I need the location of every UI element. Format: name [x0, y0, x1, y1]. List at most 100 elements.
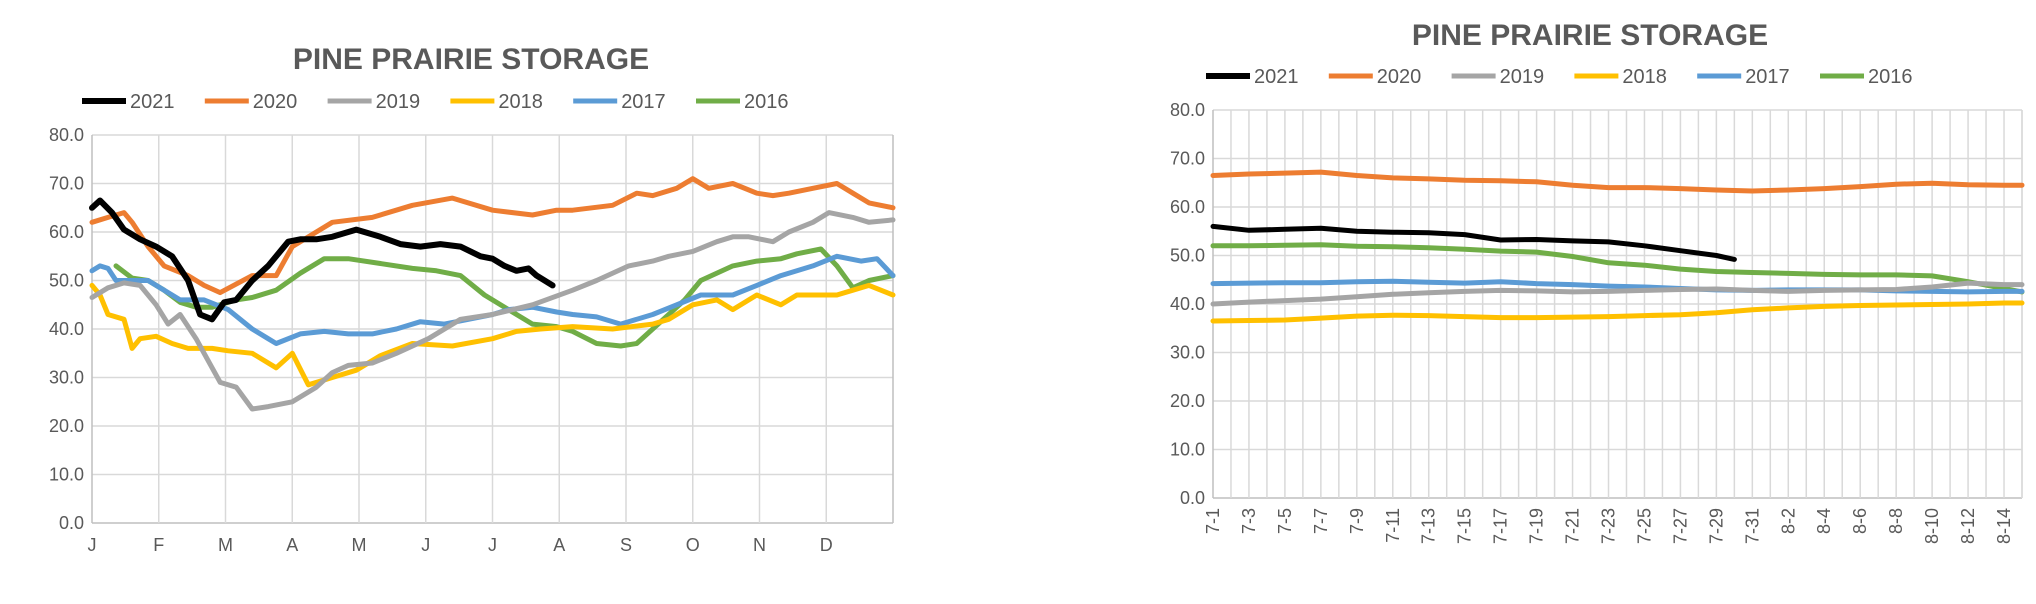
series-line-2018	[1210, 300, 2025, 324]
x-tick-label: A	[553, 535, 565, 555]
series-line-2018	[89, 282, 896, 388]
x-tick-label: S	[620, 535, 632, 555]
series-line-2016	[1210, 242, 2025, 295]
x-tick-label: 7-17	[1491, 508, 1511, 544]
x-tick-label: D	[820, 535, 833, 555]
summer-storage-chart: PINE PRAIRIE STORAGE 2021 2020 2019 2018 201…	[1170, 19, 2025, 544]
x-tick-label: M	[218, 535, 233, 555]
legend-label: 2016	[1868, 66, 1913, 88]
y-tick-label: 40.0	[49, 319, 84, 339]
x-tick-label: 8-2	[1778, 508, 1798, 534]
x-tick-label: 7-15	[1455, 508, 1475, 544]
series-line-2019	[1210, 280, 2025, 307]
series-line-2020	[1210, 169, 2025, 194]
legend-label: 2020	[1377, 66, 1422, 88]
legend-item-2020: 2020	[204, 91, 297, 113]
x-tick-label: J	[421, 535, 430, 555]
x-tick-label: 7-1	[1203, 508, 1223, 534]
y-tick-label: 40.0	[1170, 294, 1205, 314]
x-tick-label: J	[488, 535, 497, 555]
x-tick-label: 7-31	[1742, 508, 1762, 544]
chart-series	[1210, 169, 2025, 324]
x-tick-label: 7-27	[1670, 508, 1690, 544]
y-tick-label: 10.0	[1170, 440, 1205, 460]
x-tick-label: 8-6	[1850, 508, 1870, 534]
y-axis-ticks: 0.0 10.0 20.0 30.0 40.0 50.0 60.0 70.0 80.0	[1170, 100, 1205, 508]
legend-item-2016: 2016	[696, 91, 789, 113]
y-tick-label: 60.0	[1170, 197, 1205, 217]
y-tick-label: 0.0	[1180, 488, 1205, 508]
x-tick-label: A	[286, 535, 298, 555]
x-tick-label: 7-25	[1634, 508, 1654, 544]
x-tick-label: 7-21	[1563, 508, 1583, 544]
x-tick-label: F	[153, 535, 164, 555]
chart-series	[89, 176, 896, 412]
y-axis-ticks: 0.0 10.0 20.0 30.0 40.0 50.0 60.0 70.0 80.0	[49, 125, 84, 533]
x-tick-label: J	[88, 535, 97, 555]
legend-label: 2021	[130, 91, 175, 113]
legend-label: 2019	[376, 91, 421, 113]
legend-item-2021: 2021	[82, 91, 175, 113]
x-tick-label: 7-5	[1275, 508, 1295, 534]
y-tick-label: 50.0	[1170, 246, 1205, 266]
legend-item-2020: 2020	[1328, 66, 1422, 88]
y-tick-label: 60.0	[49, 222, 84, 242]
series-line-2019	[89, 210, 896, 412]
chart-legend: 2021 2020 2019 2018 2017 2016	[82, 91, 789, 113]
y-tick-label: 70.0	[1170, 149, 1205, 169]
x-tick-label: 7-13	[1419, 508, 1439, 544]
annual-storage-chart: PINE PRAIRIE STORAGE 2021 2020 2019 2018 201…	[49, 43, 896, 555]
y-tick-label: 30.0	[1170, 343, 1205, 363]
x-tick-label: 7-3	[1239, 508, 1259, 534]
y-tick-label: 50.0	[49, 271, 84, 291]
x-tick-label: O	[686, 535, 700, 555]
chart-gridlines	[91, 134, 894, 524]
y-tick-label: 20.0	[1170, 391, 1205, 411]
x-tick-label: 7-29	[1706, 508, 1726, 544]
y-tick-label: 30.0	[49, 368, 84, 388]
series-line-2021	[1210, 223, 1737, 262]
chart-title: PINE PRAIRIE STORAGE	[293, 43, 649, 76]
x-tick-label: 8-8	[1886, 508, 1906, 534]
legend-item-2018: 2018	[1574, 66, 1667, 88]
y-tick-label: 80.0	[49, 125, 84, 145]
y-tick-label: 0.0	[59, 513, 84, 533]
x-tick-label: M	[352, 535, 367, 555]
x-axis-ticks: 7-1 7-3 7-5 7-7 7-9 7-11 7-13 7-15 7-17 7-19 7-21 7…	[1203, 508, 2014, 544]
legend-item-2019: 2019	[1451, 66, 1545, 88]
legend-label: 2021	[1254, 66, 1299, 88]
x-tick-label: 8-4	[1814, 508, 1834, 534]
y-tick-label: 20.0	[49, 416, 84, 436]
series-line-2017	[89, 253, 896, 346]
x-tick-label: N	[753, 535, 766, 555]
legend-item-2021: 2021	[1206, 66, 1299, 88]
y-tick-label: 70.0	[49, 174, 84, 194]
x-tick-label: 7-9	[1347, 508, 1367, 534]
chart-legend: 2021 2020 2019 2018 2017 2016	[1206, 66, 1913, 88]
legend-label: 2017	[621, 91, 666, 113]
x-tick-label: 8-14	[1994, 508, 2014, 544]
x-tick-label: 8-10	[1922, 508, 1942, 544]
legend-item-2018: 2018	[450, 91, 543, 113]
legend-item-2017: 2017	[573, 91, 666, 113]
legend-label: 2016	[744, 91, 789, 113]
legend-label: 2020	[253, 91, 297, 113]
legend-item-2016: 2016	[1820, 66, 1913, 88]
x-tick-label: 7-7	[1311, 508, 1331, 534]
x-tick-label: 7-19	[1527, 508, 1547, 544]
legend-label: 2018	[498, 91, 543, 113]
chart-title: PINE PRAIRIE STORAGE	[1412, 19, 1768, 52]
legend-label: 2019	[1500, 66, 1545, 88]
legend-item-2019: 2019	[327, 91, 421, 113]
x-tick-label: 7-23	[1599, 508, 1619, 544]
legend-label: 2017	[1745, 66, 1790, 88]
legend-item-2017: 2017	[1697, 66, 1790, 88]
legend-label: 2018	[1622, 66, 1667, 88]
x-tick-label: 8-12	[1958, 508, 1978, 544]
y-tick-label: 10.0	[49, 465, 84, 485]
y-tick-label: 80.0	[1170, 100, 1205, 120]
x-tick-label: 7-11	[1383, 508, 1403, 543]
series-line-2021	[89, 197, 556, 323]
